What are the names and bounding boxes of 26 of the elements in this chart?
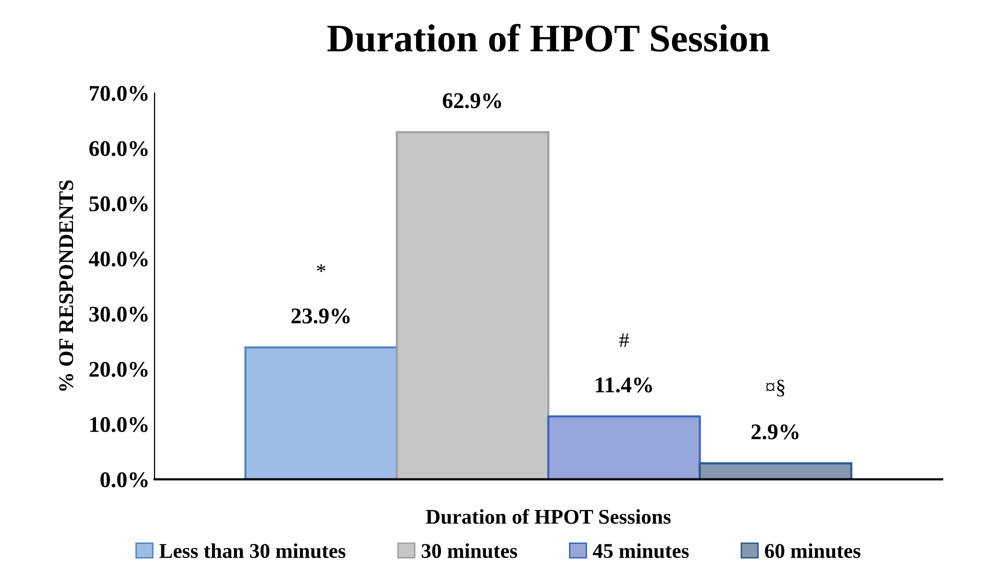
y-tick-label: 40.0% [88,251,148,267]
data-label: 11.4% [596,377,652,393]
bar [698,462,852,480]
chart-title: Duration of HPOT Session [327,24,770,52]
bar [396,131,550,480]
bar [547,415,701,480]
legend-label: Less than 30 minutes [159,543,346,558]
legend-label: 45 minutes [592,543,689,558]
annotation: * [316,264,326,272]
annotation: # [619,333,629,347]
y-tick-label: 60.0% [89,141,148,156]
y-tick-label: 70.0% [90,86,148,101]
legend-label: 30 minutes [422,543,518,558]
y-tick-label: 30.0% [89,306,148,322]
annotation: ¤§ [766,380,784,396]
data-label: 23.9% [292,308,350,324]
y-tick-label: 20.0% [89,362,148,377]
legend-label: 60 minutes [764,543,860,558]
data-label: 2.9% [751,424,798,440]
bar [244,346,398,480]
y-tick-label: 10.0% [90,417,148,432]
x-axis-title: Duration of HPOT Sessions [426,508,671,524]
y-axis-title: % OF RESPONDENTS [59,180,74,391]
data-label: 62.9% [442,93,502,108]
y-tick-label: 50.0% [89,196,148,212]
y-tick-label: 0.0% [100,472,148,488]
